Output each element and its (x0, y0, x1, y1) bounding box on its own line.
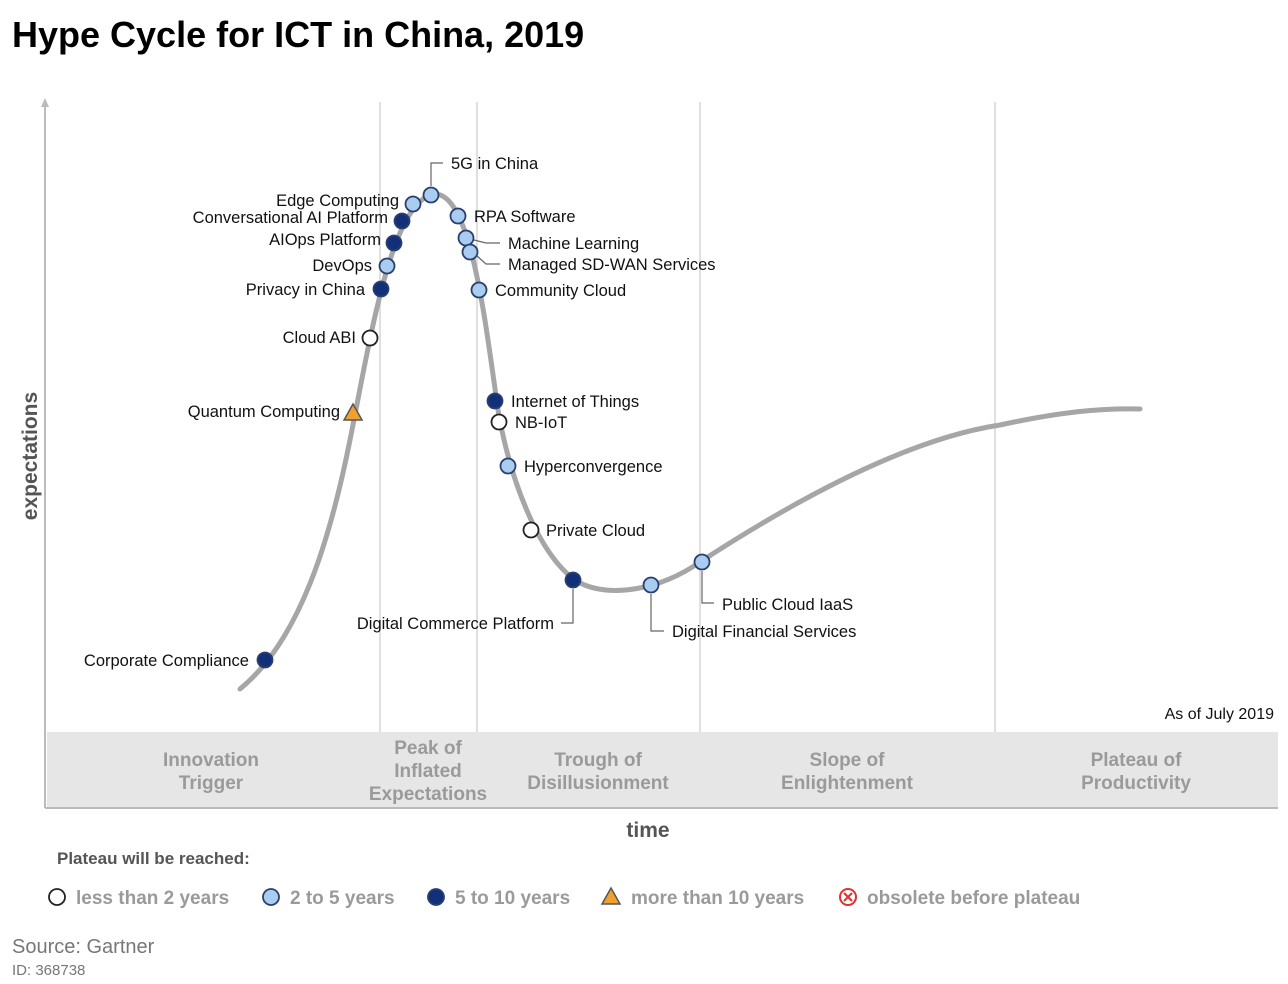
leader-line (473, 239, 500, 244)
legend-item-label: 2 to 5 years (290, 888, 395, 909)
source-text: Source: Gartner (12, 936, 155, 958)
technology-marker (48, 888, 66, 906)
technology-marker (256, 651, 274, 669)
technology-marker (486, 392, 504, 410)
phase-label-line: Trough of (554, 750, 642, 771)
leader-line (701, 571, 714, 604)
technology-label: NB-IoT (515, 414, 567, 432)
technology-labels: Corporate Compliance Quantum Computing Clo… (84, 155, 856, 670)
technology-label: Edge Computing (276, 192, 399, 210)
technology-label: Digital Financial Services (672, 623, 856, 641)
technology-marker (457, 229, 475, 247)
phase-label-line: Peak of (394, 738, 462, 759)
obsolete-x (843, 892, 853, 902)
legend-item-label: more than 10 years (631, 888, 804, 909)
technology-marker (642, 576, 660, 594)
phase-band (47, 732, 1278, 808)
technology-marker (470, 281, 488, 299)
phase-label-line: Inflated (394, 761, 462, 782)
phase-label-line: Disillusionment (527, 773, 669, 794)
phase-label: Plateau of Productivity (1081, 750, 1191, 794)
phase-labels: Innovation Trigger Peak of Inflated Expectat… (163, 738, 1191, 805)
leader-line (650, 594, 664, 632)
technology-label: Community Cloud (495, 282, 626, 300)
phase-label-line: Slope of (810, 750, 886, 771)
phase-label: Trough of Disillusionment (527, 750, 669, 794)
technology-marker (449, 207, 467, 225)
technology-label: Managed SD-WAN Services (508, 256, 716, 274)
document-id: ID: 368738 (12, 962, 85, 979)
as-of-date: As of July 2019 (1165, 706, 1275, 723)
leader-line (561, 589, 574, 624)
technology-label: AIOps Platform (269, 231, 381, 249)
technology-marker (422, 186, 440, 204)
leader-line (430, 162, 443, 186)
technology-marker (499, 457, 517, 475)
technology-label: Internet of Things (511, 393, 639, 411)
technology-marker (372, 280, 390, 298)
y-axis-arrow (41, 98, 49, 107)
legend-item-label: obsolete before plateau (867, 888, 1080, 909)
orange-triangle-marker (342, 402, 364, 421)
technology-label: Digital Commerce Platform (357, 615, 554, 633)
technology-marker (564, 571, 582, 589)
technology-label: DevOps (312, 257, 372, 275)
technology-marker (693, 553, 711, 571)
technology-label: RPA Software (474, 208, 576, 226)
technology-marker (385, 234, 403, 252)
technology-marker (404, 195, 422, 213)
legend-item-label: 5 to 10 years (455, 888, 570, 909)
technology-marker (427, 888, 445, 906)
phase-label-line: Plateau of (1091, 750, 1182, 771)
phase-label-line: Innovation (163, 750, 259, 771)
chart-title: Hype Cycle for ICT in China, 2019 (12, 14, 584, 55)
technology-label: Machine Learning (508, 235, 639, 253)
phase-label: Slope of Enlightenment (781, 750, 914, 794)
leader-lines (430, 162, 714, 632)
technology-label: Privacy in China (246, 281, 366, 299)
technology-marker (393, 212, 411, 230)
technology-label: 5G in China (451, 155, 539, 173)
phase-label-line: Productivity (1081, 773, 1191, 794)
technology-label: Corporate Compliance (84, 652, 249, 670)
technology-label: Conversational AI Platform (193, 209, 388, 227)
technology-label: Quantum Computing (188, 403, 340, 421)
legend-item-label: less than 2 years (76, 888, 229, 909)
technology-label: Hyperconvergence (524, 458, 663, 476)
technology-marker (378, 257, 396, 275)
technology-label: Public Cloud IaaS (722, 596, 853, 614)
phase-label: Innovation Trigger (163, 750, 259, 794)
technology-label: Cloud ABI (283, 329, 356, 347)
technology-marker (522, 521, 540, 539)
legend: less than 2 years 2 to 5 years 5 to 10 yea… (48, 886, 1080, 909)
phase-label: Peak of Inflated Expectations (369, 738, 487, 805)
technology-marker (461, 243, 479, 261)
technology-marker (361, 329, 379, 347)
x-axis-label: time (626, 819, 669, 842)
technology-marker (490, 413, 508, 431)
technology-label: Private Cloud (546, 522, 645, 540)
orange-triangle-marker (600, 886, 622, 905)
legend-title: Plateau will be reached: (57, 849, 250, 868)
phase-label-line: Enlightenment (781, 773, 914, 794)
y-axis-label: expectations (19, 392, 42, 520)
phase-dividers (379, 102, 996, 732)
technology-markers (256, 186, 711, 669)
leader-line (476, 255, 500, 265)
phase-label-line: Trigger (179, 773, 244, 794)
technology-marker (262, 888, 280, 906)
phase-label-line: Expectations (369, 784, 487, 805)
